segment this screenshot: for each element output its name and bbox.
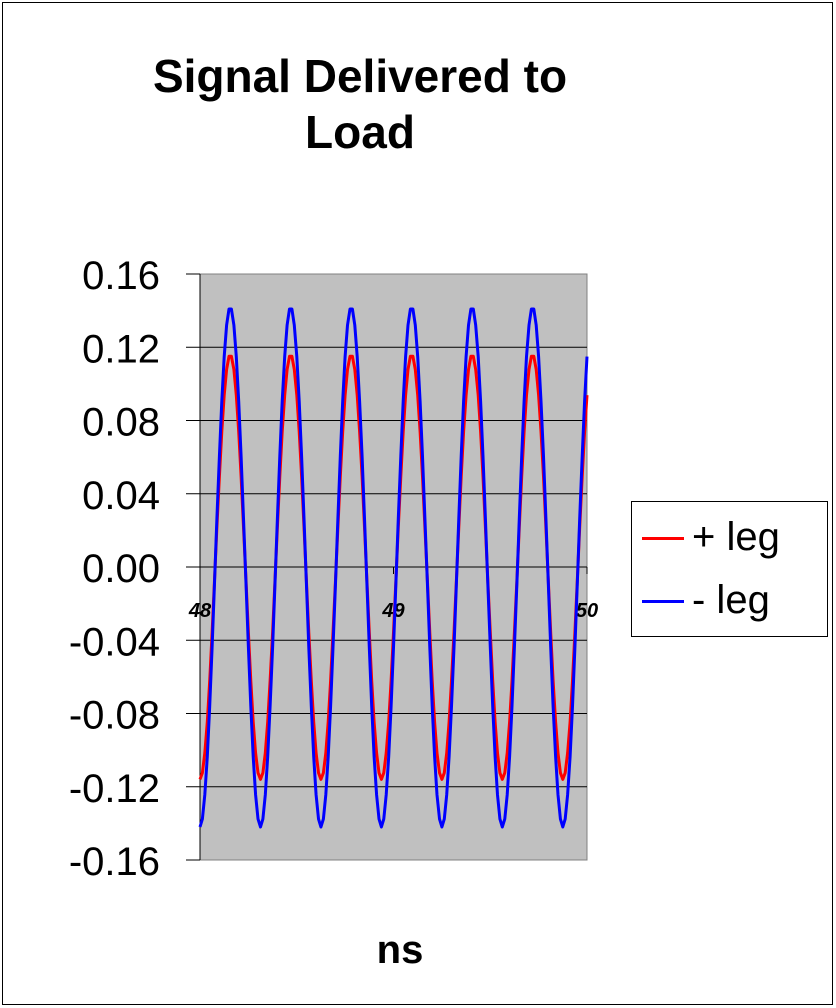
legend-item-minus-leg: - leg xyxy=(642,575,822,625)
y-tick-label: -0.12 xyxy=(69,767,160,811)
y-tick-label: -0.16 xyxy=(69,840,160,884)
legend-label-minus-leg: - leg xyxy=(692,578,770,622)
x-axis-label: ns xyxy=(376,928,424,972)
legend-label-plus-leg: + leg xyxy=(692,515,780,559)
legend: + leg - leg xyxy=(631,501,828,637)
legend-swatch-plus-leg xyxy=(642,537,684,540)
y-tick-label: 0.08 xyxy=(82,401,160,445)
series-line-minus-leg xyxy=(198,307,589,829)
chart-title: Signal Delivered to Load xyxy=(152,50,568,158)
y-tick-label: 0.00 xyxy=(82,547,160,591)
y-tick-label: -0.08 xyxy=(69,694,160,738)
y-tick-label: -0.04 xyxy=(69,620,160,664)
legend-item-plus-leg: + leg xyxy=(642,512,822,562)
y-tick-label: 0.16 xyxy=(82,254,160,298)
x-tick-label: 50 xyxy=(576,600,598,622)
x-tick-label: 48 xyxy=(188,600,212,622)
y-tick-label: 0.04 xyxy=(82,474,160,518)
y-tick-label: 0.12 xyxy=(82,327,160,371)
legend-swatch-minus-leg xyxy=(642,600,684,603)
